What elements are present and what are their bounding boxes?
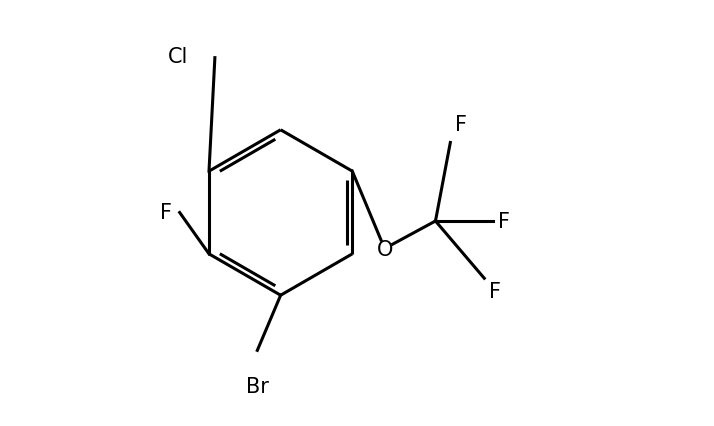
Text: F: F — [498, 211, 510, 231]
Text: F: F — [455, 115, 466, 135]
Text: F: F — [489, 282, 501, 302]
Text: O: O — [376, 239, 393, 259]
Text: F: F — [161, 203, 173, 223]
Text: Cl: Cl — [168, 47, 188, 67]
Text: Br: Br — [246, 376, 268, 396]
